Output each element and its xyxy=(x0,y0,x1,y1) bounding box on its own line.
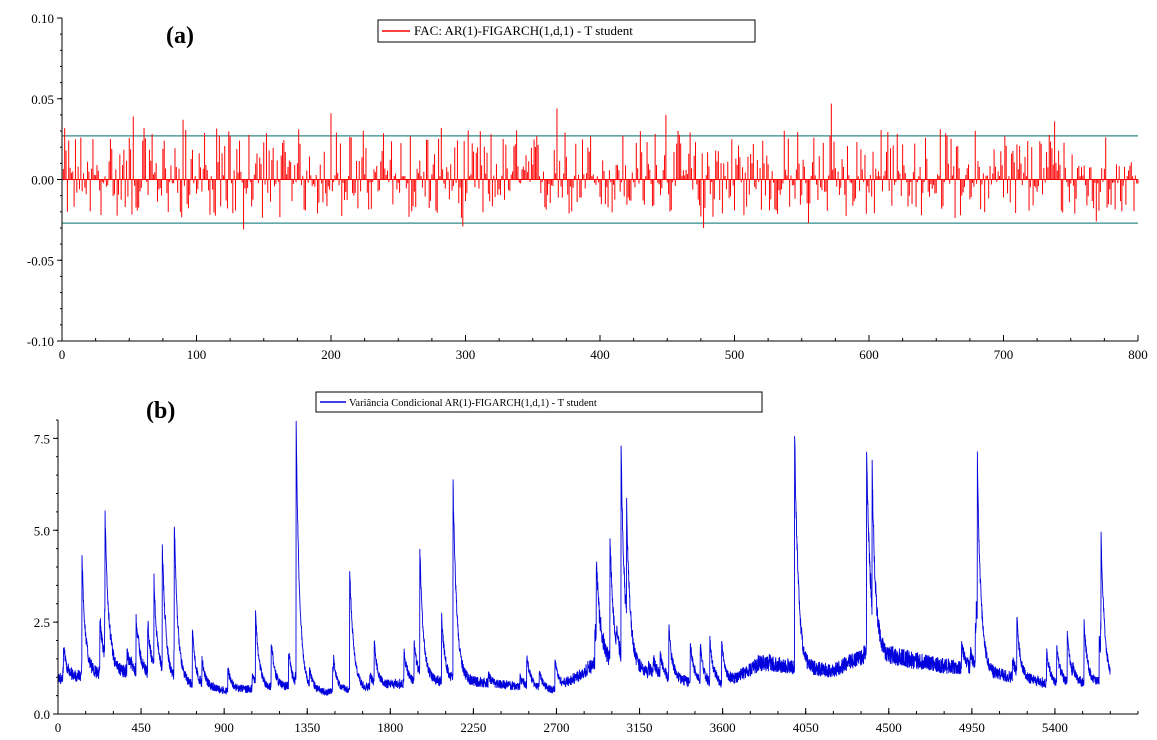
x-tick-label-b: 4950 xyxy=(959,720,985,735)
x-tick-label-b: 4500 xyxy=(876,720,902,735)
conditional-variance-series xyxy=(57,420,1111,696)
panel-a-chart: -0.10 -0.05 0.00 0.05 0.10 0 100 200 300 400 500 60… xyxy=(27,11,1148,362)
x-tick-label-a: 400 xyxy=(590,347,610,362)
y-tick-label-b: 5.0 xyxy=(34,523,50,538)
y-tick-label-a: 0.05 xyxy=(31,92,54,107)
y-tick-label-a: 0.00 xyxy=(31,173,54,188)
x-tick-label-b: 2250 xyxy=(460,720,486,735)
x-tick-label-b: 5400 xyxy=(1042,720,1068,735)
x-tick-label-b: 3150 xyxy=(627,720,653,735)
x-tick-label-a: 800 xyxy=(1128,347,1148,362)
y-tick-label-b: 0.0 xyxy=(34,707,50,722)
panel-label-a: (a) xyxy=(166,23,194,49)
x-tick-label-b: 1800 xyxy=(377,720,403,735)
legend-text-a: FAC: AR(1)-FIGARCH(1,d,1) - T student xyxy=(414,23,633,38)
panel-b-chart: 0.0 2.5 5.0 7.5 0 450 900 1350 1800 2250 2700 3150 3… xyxy=(34,391,1139,735)
y-tick-label-a: -0.05 xyxy=(27,253,54,268)
legend-box-a xyxy=(377,19,756,43)
x-tick-label-b: 1350 xyxy=(294,720,320,735)
acf-series xyxy=(62,103,1139,230)
y-tick-label-a: 0.10 xyxy=(31,11,54,26)
axes-a: -0.10 -0.05 0.00 0.05 0.10 0 100 200 300 400 500 60… xyxy=(27,11,1148,362)
x-tick-label-b: 4050 xyxy=(793,720,819,735)
x-tick-label-a: 200 xyxy=(321,347,341,362)
x-tick-label-a: 700 xyxy=(994,347,1014,362)
axes-b: 0.0 2.5 5.0 7.5 0 450 900 1350 1800 2250 2700 3150 3… xyxy=(34,419,1139,735)
y-tick-label-b: 2.5 xyxy=(34,615,50,630)
variance-line xyxy=(57,420,1111,696)
x-tick-label-a: 600 xyxy=(859,347,879,362)
y-tick-label-b: 7.5 xyxy=(34,431,50,446)
x-tick-label-a: 500 xyxy=(725,347,745,362)
x-tick-label-a: 0 xyxy=(59,347,66,362)
legend-a: FAC: AR(1)-FIGARCH(1,d,1) - T student xyxy=(377,19,756,43)
acf-spikes xyxy=(62,103,1139,230)
legend-box-b xyxy=(315,391,763,413)
x-tick-label-b: 3600 xyxy=(710,720,736,735)
confidence-band-lines xyxy=(62,135,1138,224)
panel-label-b: (b) xyxy=(146,398,175,424)
x-tick-label-b: 0 xyxy=(55,720,62,735)
x-tick-label-b: 2700 xyxy=(543,720,569,735)
x-tick-label-a: 300 xyxy=(456,347,476,362)
legend-b: Variância Condicional AR(1)-FIGARCH(1,d,… xyxy=(315,391,763,413)
legend-text-b: Variância Condicional AR(1)-FIGARCH(1,d,… xyxy=(349,398,597,409)
y-tick-label-a: -0.10 xyxy=(27,334,54,349)
x-tick-label-b: 450 xyxy=(131,720,151,735)
x-tick-label-a: 100 xyxy=(187,347,207,362)
x-tick-label-b: 900 xyxy=(214,720,234,735)
